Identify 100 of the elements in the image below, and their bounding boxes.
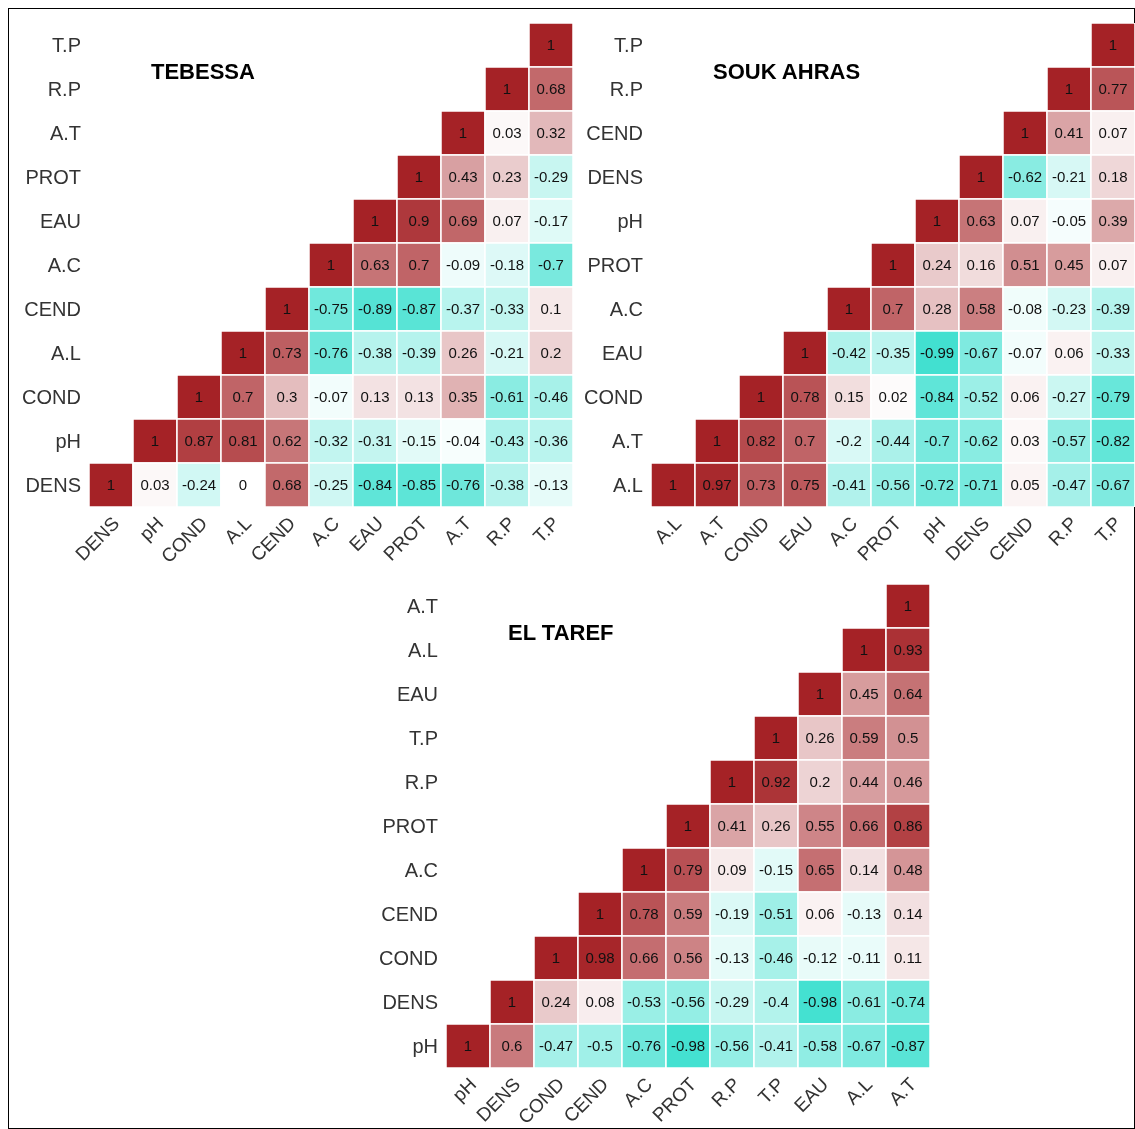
data-label: 0.75 [790, 476, 820, 494]
data-label: 0.7 [794, 432, 816, 450]
x-tick-label: A.L [220, 512, 256, 548]
x-tick-label: A.C [306, 512, 344, 550]
data-label: 0.73 [272, 344, 302, 362]
data-label: -0.39 [401, 344, 437, 362]
y-tick-label: pH [617, 210, 643, 233]
data-label: 0.55 [805, 817, 835, 835]
data-label: -0.18 [489, 256, 525, 274]
data-label: 0.23 [492, 168, 522, 186]
data-label: -0.23 [1051, 300, 1087, 318]
data-label: 0.03 [1010, 432, 1040, 450]
data-label: -0.17 [533, 212, 569, 230]
y-tick-label: DENS [587, 166, 643, 189]
x-tick-label: A.L [650, 512, 686, 548]
data-label: -0.36 [533, 432, 569, 450]
data-label: 0.5 [897, 729, 919, 747]
data-label: 0.48 [893, 861, 923, 879]
data-label: 1 [507, 993, 517, 1011]
data-label: -0.5 [587, 1037, 613, 1055]
data-label: -0.47 [538, 1037, 574, 1055]
data-label: -0.25 [313, 476, 349, 494]
data-label: 0.24 [922, 256, 952, 274]
data-label: -0.98 [802, 993, 838, 1011]
y-tick-label: PROT [382, 815, 438, 838]
data-label: 0.68 [536, 80, 566, 98]
data-label: 0.06 [805, 905, 835, 923]
y-tick-label: PROT [25, 166, 81, 189]
data-label: 1 [370, 212, 380, 230]
data-label: 1 [551, 949, 561, 967]
y-tick-label: A.L [50, 342, 81, 365]
data-label: 0.73 [746, 476, 776, 494]
y-tick-label: EAU [396, 683, 438, 706]
x-tick-label: R.P [1044, 512, 1082, 550]
data-label: 0.26 [448, 344, 478, 362]
y-tick-label: EAU [39, 210, 81, 233]
data-label: -0.87 [401, 300, 437, 318]
data-label: -0.35 [875, 344, 911, 362]
data-label: -0.07 [313, 388, 349, 406]
data-label: -0.13 [846, 905, 882, 923]
data-label: 0.13 [404, 388, 434, 406]
data-label: 0.69 [448, 212, 478, 230]
data-label: -0.76 [313, 344, 349, 362]
data-label: -0.19 [714, 905, 750, 923]
data-label: 0.41 [717, 817, 747, 835]
data-label: -0.72 [919, 476, 955, 494]
data-label: 0.15 [834, 388, 864, 406]
data-label: 1 [106, 476, 116, 494]
data-label: 0.46 [893, 773, 923, 791]
y-tick-label: EAU [601, 342, 643, 365]
data-label: -0.38 [357, 344, 393, 362]
data-label: -0.42 [831, 344, 867, 362]
y-tick-label: R.P [404, 771, 438, 794]
y-tick-label: CEND [381, 903, 438, 926]
data-label: 0.16 [966, 256, 996, 274]
y-tick-label: PROT [587, 254, 643, 277]
data-label: 0.41 [1054, 124, 1084, 142]
data-label: 1 [1108, 36, 1118, 54]
y-tick-label: A.L [407, 639, 438, 662]
data-label: 1 [815, 685, 825, 703]
data-label: 1 [150, 432, 160, 450]
data-label: -0.46 [758, 949, 794, 967]
y-tick-label: A.C [609, 298, 643, 321]
x-tick-label: R.P [482, 512, 520, 550]
data-label: 1 [727, 773, 737, 791]
data-label: 0.07 [492, 212, 522, 230]
y-tick-label: COND [584, 386, 643, 409]
x-tick-label: A.T [884, 1073, 921, 1110]
data-label: -0.58 [802, 1037, 838, 1055]
data-label: -0.75 [313, 300, 349, 318]
data-label: 0.03 [140, 476, 170, 494]
y-tick-label: DENS [382, 991, 438, 1014]
x-tick-label: R.P [707, 1073, 745, 1111]
data-label: -0.46 [533, 388, 569, 406]
data-label: -0.85 [401, 476, 437, 494]
x-tick-label: T.P [1091, 512, 1126, 547]
data-label: 0.86 [893, 817, 923, 835]
y-tick-label: pH [55, 430, 81, 453]
y-tick-label: A.L [612, 474, 643, 497]
y-tick-label: pH [412, 1035, 438, 1058]
data-label: 1 [546, 36, 556, 54]
data-label: 0.03 [492, 124, 522, 142]
y-tick-label: T.P [52, 34, 81, 57]
data-label: 0.02 [878, 388, 908, 406]
data-label: -0.76 [626, 1037, 662, 1055]
data-label: 0.66 [629, 949, 659, 967]
data-label: 0.79 [673, 861, 703, 879]
data-label: -0.21 [1051, 168, 1087, 186]
data-label: -0.31 [357, 432, 393, 450]
data-label: 0.81 [228, 432, 258, 450]
data-label: 0.63 [966, 212, 996, 230]
data-label: -0.62 [1007, 168, 1043, 186]
data-label: -0.43 [489, 432, 525, 450]
data-label: -0.84 [919, 388, 955, 406]
data-label: 0.24 [541, 993, 571, 1011]
data-label: 0.45 [849, 685, 879, 703]
data-label: 0.62 [272, 432, 302, 450]
data-label: 1 [326, 256, 336, 274]
data-label: 1 [668, 476, 678, 494]
data-label: -0.15 [758, 861, 794, 879]
